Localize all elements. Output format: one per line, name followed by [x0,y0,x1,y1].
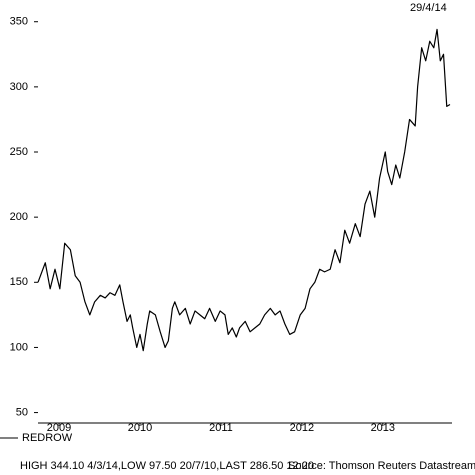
legend-label: REDROW [22,432,73,444]
x-tick-label: 2013 [371,422,395,434]
y-tick-label: 250 [10,146,28,158]
x-tick-label: 2009 [47,422,71,434]
annotation: HIGH 344.10 4/3/14,LOW 97.50 20/7/10,LAS… [20,460,314,472]
x-tick-label: 2011 [209,422,233,434]
y-tick-label: 300 [10,81,28,93]
y-tick-label: 150 [10,276,28,288]
y-tick-label: 200 [10,211,28,223]
y-tick-label: 50 [16,406,28,418]
price-line [37,28,451,352]
y-tick-label: 100 [10,341,28,353]
source: Source: Thomson Reuters Datastream [288,460,475,472]
x-tick-label: 2010 [128,422,152,434]
x-tick-label: 2012 [290,422,314,434]
y-tick-label: 350 [10,16,28,28]
date-label: 29/4/14 [410,2,447,14]
